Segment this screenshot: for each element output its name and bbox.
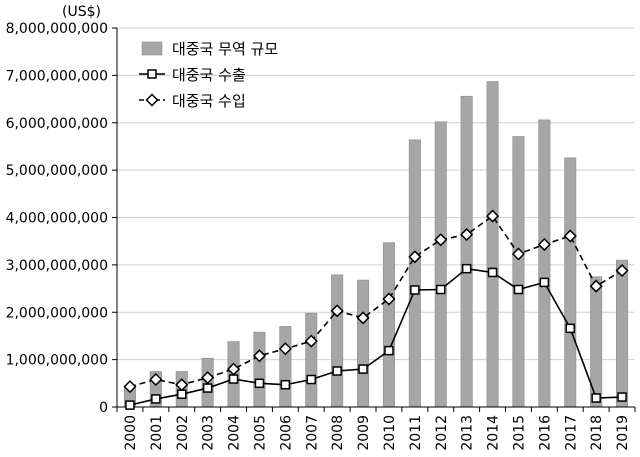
y-axis-unit-label: (US$) xyxy=(62,4,101,20)
square-marker xyxy=(410,285,420,295)
diamond-marker xyxy=(356,311,370,325)
x-tick-label: 2013 xyxy=(460,415,476,451)
x-tick-label: 2000 xyxy=(123,415,139,451)
bar xyxy=(253,331,266,408)
diamond-marker xyxy=(511,247,526,261)
diamond-marker xyxy=(615,263,629,278)
x-tick-label: 2002 xyxy=(175,415,191,451)
square-marker xyxy=(332,366,342,376)
square-marker xyxy=(177,389,187,399)
square-marker xyxy=(384,345,394,356)
diamond-marker xyxy=(330,304,344,318)
gridlines xyxy=(112,27,635,408)
square-marker xyxy=(151,394,161,404)
y-axis-tick-labels: 0 1,000,000,000 2,000,000,000 3,000,000,000… xyxy=(6,21,108,416)
legend-label: 대중국 수입 xyxy=(172,92,246,110)
bar xyxy=(460,95,473,408)
x-tick-label: 2010 xyxy=(382,415,398,451)
bar xyxy=(331,274,344,408)
square-marker xyxy=(280,379,291,390)
x-tick-label: 2018 xyxy=(589,415,605,451)
diamond-marker xyxy=(304,334,318,348)
y-tick-label: 2,000,000,000 xyxy=(6,305,108,321)
diamond-marker xyxy=(460,227,474,242)
square-marker xyxy=(513,284,524,295)
diamond-marker xyxy=(278,342,292,356)
diamond-marker xyxy=(485,209,500,223)
diamond-marker xyxy=(589,279,603,293)
diamond-marker xyxy=(226,362,241,376)
square-marker xyxy=(358,364,368,374)
x-tick-label: 2019 xyxy=(615,415,631,451)
bar xyxy=(616,259,629,408)
square-marker xyxy=(487,267,498,278)
square-marker xyxy=(125,400,135,410)
x-tick-label: 2011 xyxy=(408,415,424,451)
bar xyxy=(434,121,447,408)
x-tick-label: 2009 xyxy=(356,415,372,451)
x-tick-label: 2001 xyxy=(149,415,165,451)
x-tick-label: 2004 xyxy=(227,415,243,451)
x-tick-label: 2012 xyxy=(434,415,450,451)
bar xyxy=(486,81,499,408)
square-marker xyxy=(228,374,239,384)
x-tick-label: 2016 xyxy=(537,415,553,451)
x-tick-label: 2008 xyxy=(330,415,346,451)
diamond-marker xyxy=(175,378,189,392)
y-tick-label: 4,000,000,000 xyxy=(6,211,108,227)
x-tick-label: 2017 xyxy=(563,415,579,451)
bar xyxy=(305,312,318,408)
line-series xyxy=(123,209,629,410)
x-tick-label: 2005 xyxy=(252,415,268,451)
square-marker xyxy=(436,284,446,295)
square-marker xyxy=(254,378,265,389)
square-marker xyxy=(147,69,157,79)
square-marker xyxy=(617,392,627,402)
y-tick-label: 6,000,000,000 xyxy=(6,116,108,132)
bar xyxy=(538,119,551,408)
y-tick-label: 5,000,000,000 xyxy=(6,163,108,179)
diamond-marker xyxy=(537,237,551,252)
legend-bar-swatch xyxy=(141,41,163,56)
y-tick-label: 3,000,000,000 xyxy=(6,258,108,274)
bar xyxy=(408,139,421,408)
legend-label: 대중국 무역 규모 xyxy=(172,40,278,58)
axes xyxy=(116,28,636,412)
y-tick-label: 8,000,000,000 xyxy=(6,21,108,37)
diamond-marker xyxy=(252,349,267,363)
square-marker xyxy=(461,263,472,274)
bar xyxy=(279,326,292,408)
bar xyxy=(564,157,577,408)
bar-series-trade-volume xyxy=(123,81,629,408)
diamond-marker xyxy=(201,371,215,385)
diamond-marker xyxy=(408,250,422,264)
square-marker xyxy=(591,393,601,403)
legend-label: 대중국 수출 xyxy=(172,66,246,84)
x-tick-label: 2007 xyxy=(304,415,320,451)
diamond-marker xyxy=(145,93,159,107)
x-tick-label: 2014 xyxy=(486,415,502,451)
y-tick-label: 0 xyxy=(99,400,108,416)
y-tick-label: 1,000,000,000 xyxy=(6,353,108,369)
bar xyxy=(357,279,370,408)
y-tick-label: 7,000,000,000 xyxy=(6,68,108,84)
diamond-marker xyxy=(563,229,577,243)
diamond-marker xyxy=(382,292,396,306)
x-tick-label: 2015 xyxy=(511,415,527,451)
square-marker xyxy=(202,383,213,393)
x-tick-label: 2003 xyxy=(201,415,217,451)
x-tick-label: 2006 xyxy=(278,415,294,451)
square-marker xyxy=(306,374,316,385)
diamond-marker xyxy=(123,380,137,394)
square-marker xyxy=(539,277,550,288)
diamond-marker xyxy=(434,233,448,247)
diamond-marker xyxy=(149,372,163,387)
x-axis-tick-labels: 2000 2001 2002 2003 2004 2005 2006 2007 2008 2009… xyxy=(123,415,631,451)
bar xyxy=(382,242,395,408)
square-marker xyxy=(565,323,575,334)
bar xyxy=(512,136,525,408)
